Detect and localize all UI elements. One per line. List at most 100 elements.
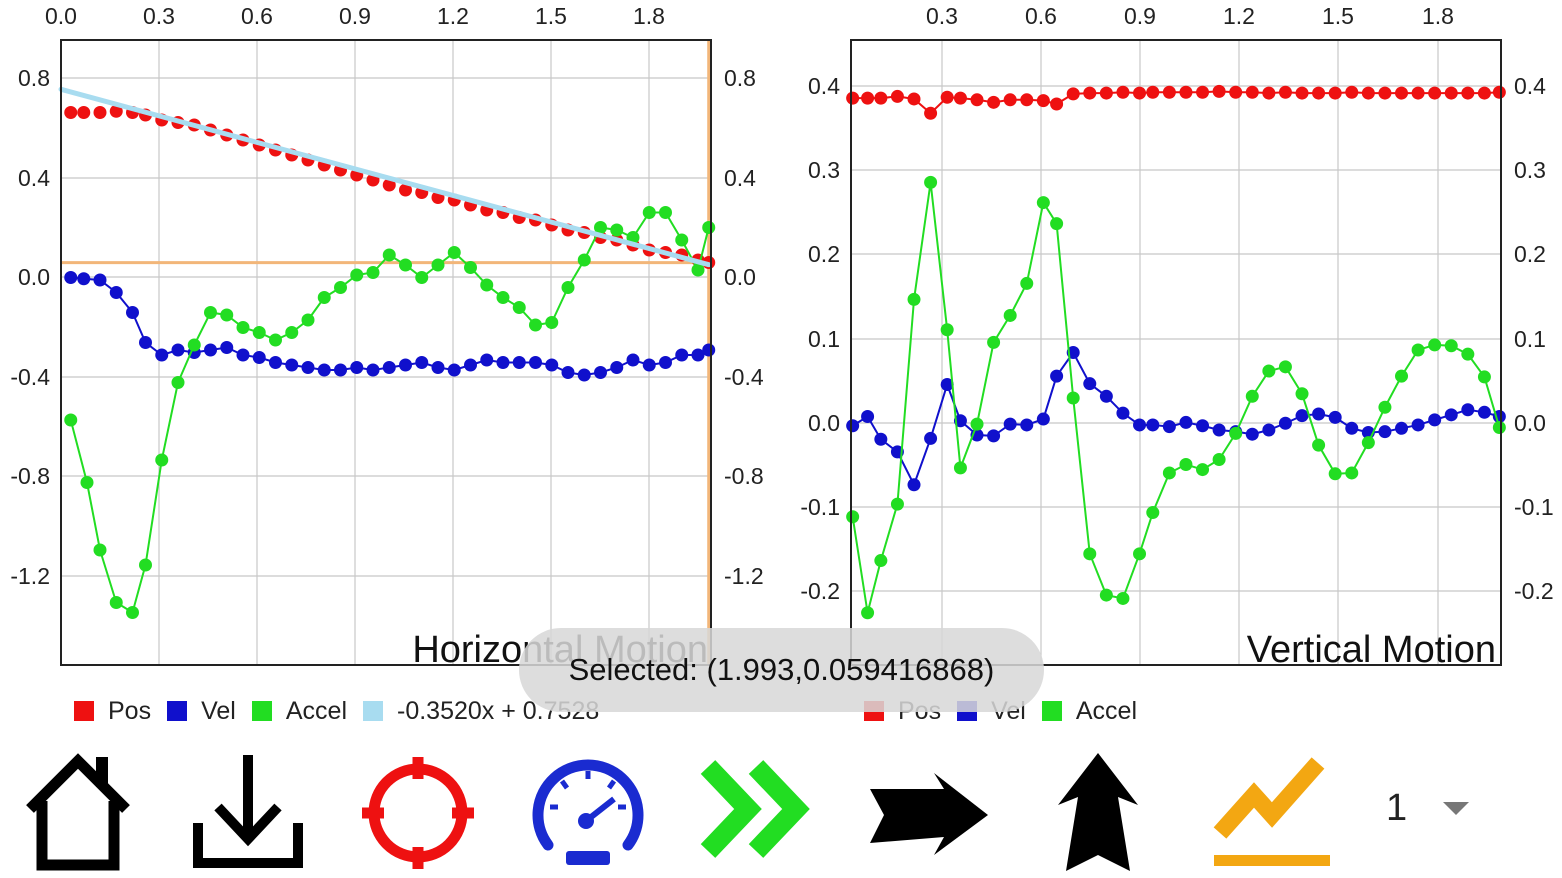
x-tick-label: 0.6	[1025, 3, 1057, 29]
data-point-vel	[399, 358, 412, 372]
data-point-accel	[480, 278, 494, 292]
data-point-accel	[447, 246, 461, 259]
x-tick-label: 1.8	[633, 3, 665, 29]
legend-label: Accel	[285, 696, 347, 725]
right-arrow-icon	[870, 773, 988, 855]
data-point-pos	[1278, 85, 1292, 99]
data-point-accel	[204, 306, 217, 319]
data-point-vel	[1428, 413, 1442, 427]
data-point-pos	[109, 104, 123, 118]
data-point-accel	[366, 266, 380, 279]
x-tick-label: 1.2	[437, 3, 469, 29]
data-point-accel	[93, 543, 107, 557]
data-point-accel	[1196, 463, 1210, 477]
data-point-accel	[301, 313, 315, 327]
data-point-vel	[1116, 406, 1130, 420]
data-point-accel	[285, 326, 299, 339]
data-point-vel	[236, 348, 250, 362]
y-tick-label-right: 0.8	[724, 65, 756, 91]
data-point-pos	[1461, 86, 1475, 100]
data-point-accel	[1411, 343, 1425, 357]
trend-button[interactable]	[1200, 740, 1336, 878]
data-point-accel	[1492, 420, 1506, 434]
data-point-accel	[431, 258, 445, 272]
horizontal-arrow-button[interactable]	[860, 740, 996, 878]
x-tick-label: 1.5	[535, 3, 567, 29]
data-point-vel	[987, 429, 1001, 443]
data-point-pos	[382, 178, 396, 192]
home-button[interactable]	[10, 740, 146, 878]
series-select-value: 1	[1386, 786, 1408, 829]
y-tick-label: -0.1	[800, 494, 840, 520]
y-tick-label-right: 0.1	[1514, 326, 1546, 352]
data-point-vel	[317, 363, 331, 377]
vertical-arrow-button[interactable]	[1030, 740, 1166, 878]
data-point-vel	[334, 363, 347, 377]
data-point-vel	[301, 361, 315, 374]
data-point-vel	[139, 336, 152, 349]
bottom-toolbar	[0, 740, 1562, 878]
plot-area	[851, 40, 1501, 665]
data-point-vel	[480, 353, 494, 367]
data-point-vel	[626, 353, 640, 367]
y-tick-label-right: 0.3	[1514, 157, 1546, 183]
data-point-accel	[1229, 426, 1243, 440]
data-point-accel	[594, 221, 607, 234]
download-icon	[193, 755, 303, 868]
target-button[interactable]	[350, 740, 486, 878]
data-point-accel	[415, 271, 429, 284]
data-point-accel	[220, 308, 234, 322]
data-point-accel	[464, 261, 477, 274]
data-point-accel	[1050, 217, 1064, 231]
data-point-accel	[1133, 547, 1147, 561]
data-point-vel	[642, 358, 656, 372]
fast-forward-button[interactable]	[690, 740, 826, 878]
data-point-pos	[1262, 86, 1276, 100]
data-point-pos	[1295, 86, 1309, 100]
data-point-accel	[846, 510, 860, 524]
vertical-motion-chart[interactable]: 0.3 0.6 0.9 1.2 1.5 1.8 0.4 0.4 0.3 0.3 0.2 0.2 0.1 0…	[800, 3, 1553, 671]
download-button[interactable]	[180, 740, 316, 878]
data-point-accel	[1003, 308, 1017, 322]
data-point-pos	[1328, 86, 1342, 100]
chart-title: Vertical Motion	[1247, 629, 1496, 671]
data-point-accel	[1312, 438, 1326, 452]
y-tick-label: 0.2	[808, 241, 840, 267]
data-point-pos	[907, 92, 921, 106]
speed-button[interactable]	[520, 740, 656, 878]
legend-item: Vel	[167, 697, 236, 726]
data-point-pos	[1212, 84, 1226, 98]
data-point-accel	[496, 291, 510, 304]
data-point-accel	[171, 376, 185, 389]
data-point-pos	[1196, 85, 1210, 99]
y-tick-label: 0.4	[808, 73, 840, 99]
data-point-pos	[940, 90, 954, 104]
legend-item: Accel	[251, 696, 347, 726]
data-point-accel	[187, 338, 201, 352]
y-tick-label: 0.8	[18, 65, 50, 91]
data-point-vel	[594, 366, 607, 379]
data-point-accel	[577, 253, 591, 267]
data-point-vel	[1295, 409, 1309, 423]
data-point-vel	[1328, 410, 1342, 424]
data-point-vel	[675, 348, 689, 362]
series-select[interactable]: 1	[1370, 770, 1500, 846]
data-point-accel	[512, 301, 526, 314]
horizontal-motion-chart[interactable]: 0.0 0.3 0.6 0.9 1.2 1.5 1.8 0.8 0.8 0.4 0.4 0.0 0.0 -…	[10, 3, 763, 671]
speedometer-icon	[532, 759, 644, 865]
legend-swatch	[1041, 701, 1062, 721]
legend-item: Accel	[1041, 697, 1137, 726]
charts-area: 0.0 0.3 0.6 0.9 1.2 1.5 1.8 0.8 0.8 0.4 0.4 0.0 0.0 -…	[10, 3, 1553, 671]
data-point-pos	[1083, 86, 1097, 100]
data-point-vel	[496, 356, 510, 369]
data-point-accel	[675, 233, 689, 247]
y-tick-label-right: -0.4	[724, 364, 764, 390]
data-point-accel	[252, 326, 266, 339]
data-point-accel	[350, 268, 364, 282]
data-point-pos	[1411, 86, 1425, 100]
y-tick-label: -0.4	[10, 364, 50, 390]
data-point-vel	[702, 343, 716, 357]
trend-line-icon	[1213, 757, 1330, 866]
x-tick-label: 1.5	[1322, 3, 1354, 29]
data-point-accel	[1345, 466, 1359, 480]
